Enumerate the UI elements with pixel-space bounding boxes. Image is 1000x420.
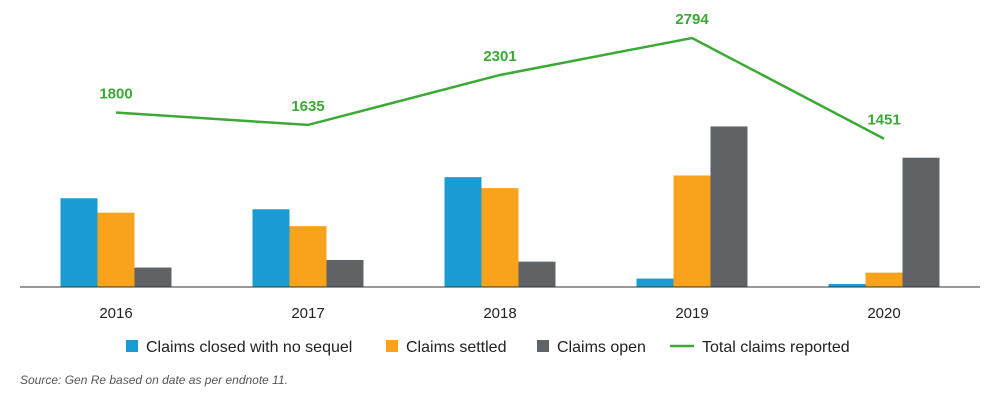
legend-swatch-claims-settled: [386, 340, 398, 352]
legend: Claims closed with no sequel Claims settl…: [126, 339, 850, 356]
bar-claims-closed-with-no-sequel-2020: [828, 284, 866, 287]
data-labels-group: 1800 1635 2301 2794 1451: [99, 11, 900, 129]
bar-claims-settled-2018: [481, 188, 519, 287]
bar-claims-open-2018: [518, 261, 556, 287]
bar-claims-closed-with-no-sequel-2019: [636, 278, 674, 287]
bar-claims-settled-2016: [97, 212, 135, 287]
bar-claims-open-2017: [326, 259, 364, 287]
bar-claims-settled-2017: [289, 226, 327, 287]
data-label-2019: 2794: [675, 11, 709, 28]
bar-claims-open-2020: [902, 157, 940, 287]
data-label-2016: 1800: [99, 86, 132, 103]
x-tick-2020: 2020: [867, 305, 900, 322]
source-note: Source: Gen Re based on date as per endn…: [20, 373, 288, 387]
bar-claims-open-2016: [134, 267, 172, 287]
data-label-2018: 2301: [483, 48, 516, 65]
legend-label-claims-open: Claims open: [557, 339, 646, 356]
x-tick-2017: 2017: [291, 305, 324, 322]
bar-claims-settled-2020: [865, 272, 903, 287]
line-total-claims-reported: [115, 36, 885, 140]
legend-label-claims-closed-with-no-sequel: Claims closed with no sequel: [146, 339, 352, 356]
total-line-group: [115, 36, 885, 140]
legend-swatch-claims-open: [537, 340, 549, 352]
bar-claims-closed-with-no-sequel-2018: [444, 177, 482, 287]
bar-claims-settled-2019: [673, 175, 711, 287]
x-tick-2019: 2019: [675, 305, 708, 322]
x-tick-labels: 2016 2017 2018 2019 2020: [99, 305, 900, 322]
data-label-2020: 1451: [867, 112, 900, 129]
bar-claims-open-2019: [710, 126, 748, 287]
bar-claims-closed-with-no-sequel-2016: [60, 198, 98, 287]
bars-group: [60, 126, 940, 287]
legend-label-total-claims-reported: Total claims reported: [702, 339, 850, 356]
x-tick-2016: 2016: [99, 305, 132, 322]
bar-claims-closed-with-no-sequel-2017: [252, 209, 290, 287]
x-tick-2018: 2018: [483, 305, 516, 322]
data-label-2017: 1635: [291, 98, 324, 115]
legend-swatch-claims-closed-with-no-sequel: [126, 340, 138, 352]
legend-label-claims-settled: Claims settled: [406, 339, 506, 356]
